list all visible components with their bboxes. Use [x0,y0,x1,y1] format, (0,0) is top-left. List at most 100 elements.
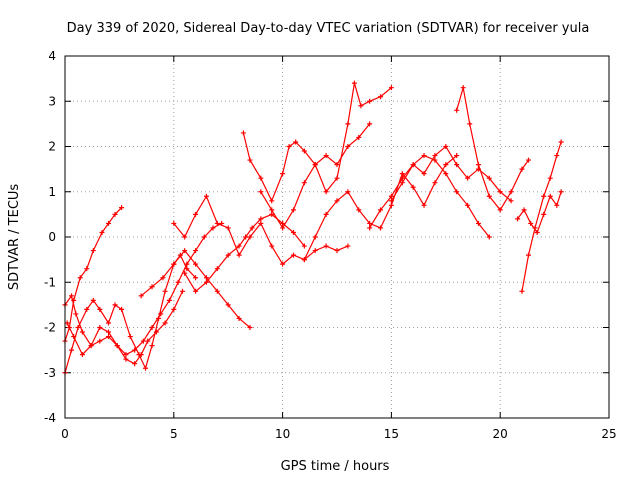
data-point [214,266,220,272]
data-point [534,229,540,235]
data-point [236,315,242,321]
data-point [399,180,405,186]
data-point [454,162,460,168]
y-tick-label: 3 [48,94,56,108]
data-point [486,234,492,240]
data-point [119,205,125,211]
data-point [388,85,394,91]
data-point [351,80,357,86]
y-tick-label: 1 [48,185,56,199]
data-point [280,220,286,226]
series-arc11 [367,144,514,231]
data-point [410,162,416,168]
data-point [193,261,199,267]
data-point [203,275,209,281]
data-point [525,252,531,258]
data-point [132,361,138,367]
data-point [367,121,373,127]
data-point [203,193,209,199]
data-point [136,352,142,358]
data-point [378,207,384,213]
data-point [171,306,177,312]
data-point [497,207,503,213]
data-point [280,171,286,177]
y-tick-label: -4 [44,411,56,425]
data-point [112,302,118,308]
data-point [421,171,427,177]
data-point [258,220,264,226]
data-point [225,302,231,308]
data-point [97,306,103,312]
data-point [180,288,186,294]
data-point [258,189,264,195]
data-point [119,306,125,312]
data-point [432,153,438,159]
data-point [508,189,514,195]
data-point [486,193,492,199]
data-point [158,311,164,317]
series-line [390,154,490,238]
data-point [84,266,90,272]
data-point [323,211,329,217]
data-point [378,94,384,100]
data-point [323,153,329,159]
data-point [541,193,547,199]
data-point [99,229,105,235]
data-point [541,211,547,217]
data-point [149,325,155,330]
data-point [88,343,94,349]
data-point [345,144,351,149]
data-point [356,134,362,140]
series-arc5 [138,248,253,330]
data-point [454,107,460,113]
data-point [79,352,85,358]
data-point [323,243,329,249]
data-point [249,225,255,231]
data-point [149,284,155,290]
data-point [201,234,207,240]
data-point [171,220,177,226]
data-point [77,275,83,281]
series-arc7 [182,211,307,294]
series-arc9 [258,80,394,231]
data-point [97,325,103,330]
data-point [193,288,199,294]
data-point [528,220,534,226]
series-line [64,291,184,365]
data-point [460,85,466,91]
data-point [193,275,199,281]
grid [65,56,609,418]
data-point [293,139,299,145]
data-point [475,162,481,168]
data-point [312,162,318,168]
data-point [558,139,564,145]
data-point [519,288,525,294]
data-point [269,198,275,204]
data-point [467,121,473,127]
series-arc10 [301,153,460,263]
x-tick-label: 20 [493,427,508,441]
data-point [269,207,275,213]
data-point [184,261,190,267]
data-point [334,162,340,168]
data-point [214,220,220,226]
data-point [269,243,275,249]
data-point [421,153,427,159]
y-tick-label: -2 [44,321,56,335]
data-point [378,225,384,231]
data-point [182,270,188,276]
data-point [367,225,373,231]
data-point [69,293,75,299]
data-point [203,279,209,285]
data-point [547,193,553,199]
data-point [171,261,177,267]
data-point [106,320,112,326]
data-point [301,180,307,186]
data-point [345,121,351,127]
data-point [90,297,96,303]
data-point [79,329,85,335]
data-point [421,202,427,208]
data-point [334,248,340,254]
data-point [515,216,521,222]
